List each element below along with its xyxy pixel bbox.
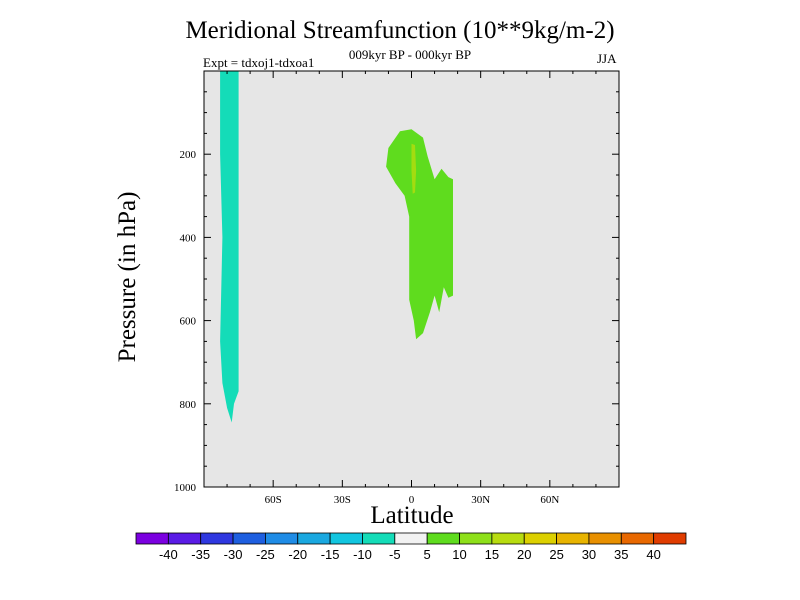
colorbar-label: 15 — [485, 547, 499, 562]
region-southern-negative-cell — [220, 71, 239, 423]
y-tick-label: 200 — [180, 149, 197, 161]
colorbar-box — [167, 532, 202, 545]
colorbar-box — [653, 532, 687, 545]
plot-frame — [203, 70, 620, 488]
y-tick-label: 600 — [180, 316, 197, 328]
colorbar-box — [135, 532, 169, 545]
colorbar-box — [329, 532, 363, 545]
contour-regions — [220, 71, 453, 423]
colorbar-label: -30 — [224, 547, 243, 562]
region-tropical-positive-cell — [386, 129, 453, 340]
x-tick-label: 30S — [334, 494, 351, 506]
colorbar: -40 -35 -30 -25 -20 -15 -10 -5 5 10 15 20 25 30 35 40 — [135, 532, 687, 562]
colorbar-box — [491, 532, 525, 545]
season-label: JJA — [597, 51, 617, 66]
x-tick-label: 60S — [265, 494, 282, 506]
colorbar-box — [556, 532, 590, 545]
x-tick-label: 30N — [471, 494, 490, 506]
y-tick-label: 400 — [180, 232, 197, 244]
colorbar-label: 10 — [452, 547, 466, 562]
colorbar-box — [459, 532, 493, 545]
colorbar-label: -35 — [191, 547, 210, 562]
x-tick-label: 60N — [540, 494, 559, 506]
colorbar-label: -40 — [159, 547, 178, 562]
colorbar-label: 20 — [517, 547, 531, 562]
colorbar-box — [297, 532, 331, 545]
x-tick-label: 0 — [409, 494, 415, 506]
colorbar-box — [588, 532, 622, 545]
colorbar-box — [523, 532, 557, 545]
chart-subtitle: 009kyr BP - 000kyr BP — [348, 47, 472, 62]
colorbar-label: -5 — [389, 547, 401, 562]
x-axis-label: Latitude — [370, 502, 454, 529]
experiment-label: Expt = tdxoj1-tdxoa1 — [203, 55, 315, 70]
colorbar-label: -25 — [256, 547, 275, 562]
y-tick-label: 800 — [180, 399, 197, 411]
colorbar-box — [232, 532, 266, 545]
colorbar-label: 35 — [614, 547, 628, 562]
colorbar-label: -10 — [353, 547, 372, 562]
colorbar-label: 40 — [646, 547, 660, 562]
colorbar-label: 25 — [549, 547, 563, 562]
colorbar-box — [426, 532, 460, 545]
colorbar-box — [394, 532, 428, 545]
y-tick-label: 1000 — [174, 482, 197, 494]
colorbar-box — [620, 532, 655, 545]
colorbar-box — [200, 532, 234, 545]
colorbar-box — [362, 532, 396, 545]
region-tropical-positive-core — [411, 143, 417, 194]
chart-title: Meridional Streamfunction (10**9kg/m-2) — [185, 17, 615, 44]
colorbar-label: 5 — [424, 547, 431, 562]
colorbar-label: 30 — [582, 547, 596, 562]
colorbar-label: -20 — [288, 547, 307, 562]
colorbar-label: -15 — [321, 547, 340, 562]
colorbar-box — [265, 532, 299, 545]
